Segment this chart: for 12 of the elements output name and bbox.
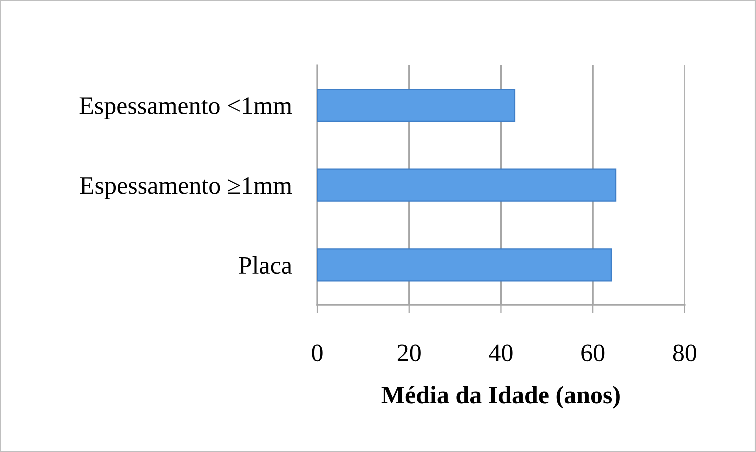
bar [318,88,516,122]
x-tick-label: 60 [582,344,605,362]
x-tick-label: 40 [489,344,513,362]
bar [318,168,617,202]
x-tick-label: 80 [673,344,696,362]
x-tick-label: 20 [398,344,421,362]
y-tick-label: Placa [239,256,292,274]
y-tick-label: Espessamento <1mm [80,98,292,120]
y-tick-label: Espessamento ≥1mm [80,177,292,200]
x-tick-label: 0 [312,344,323,362]
bar [318,248,612,282]
x-axis-title: Média da Idade (anos) [382,386,620,409]
